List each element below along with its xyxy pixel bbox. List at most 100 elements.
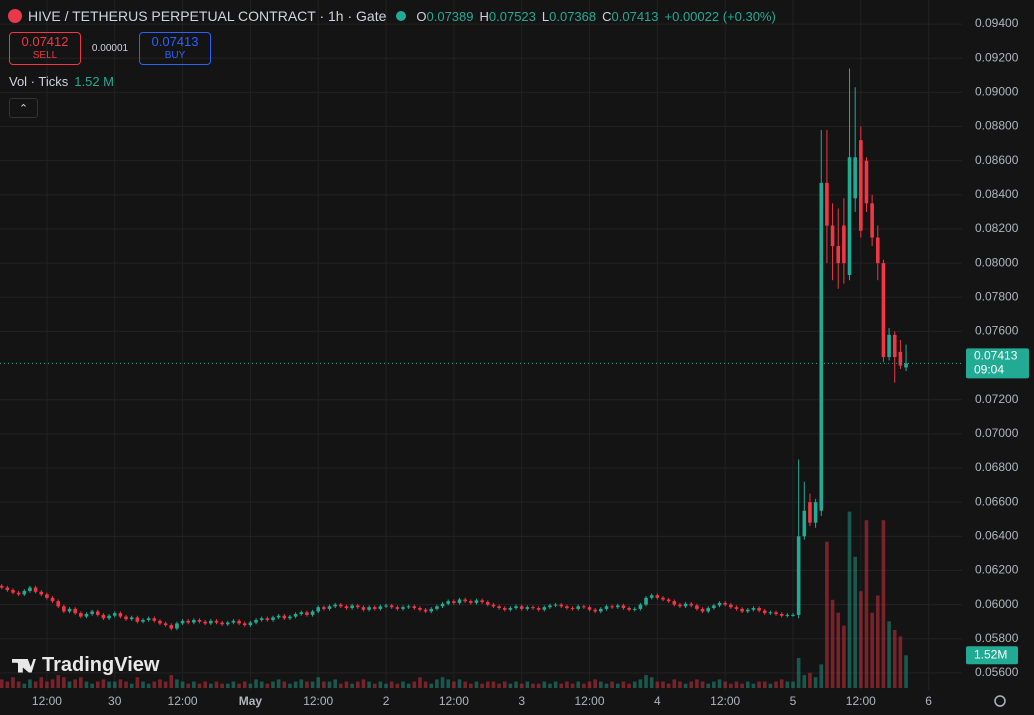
volume-tag xyxy=(966,646,1018,665)
volume-bar xyxy=(864,520,869,688)
volume-bar xyxy=(361,679,366,688)
candle-body xyxy=(474,600,479,603)
volume-bar xyxy=(423,681,428,688)
candle-body xyxy=(779,614,784,616)
candle-body xyxy=(678,604,682,607)
volume-bar xyxy=(95,681,100,688)
y-tick-label: 0.05800 xyxy=(975,631,1019,645)
candle-body xyxy=(186,620,191,623)
ohlc-key: L xyxy=(541,8,550,24)
volume-bar xyxy=(435,679,439,688)
settings-button[interactable] xyxy=(994,695,1006,707)
candle-body xyxy=(412,606,417,609)
last-price-label: 0.07413 xyxy=(974,349,1018,363)
candle-body xyxy=(604,606,609,609)
candle-body xyxy=(276,615,281,618)
candle-body xyxy=(745,609,750,612)
volume-bar xyxy=(175,679,179,688)
volume-bar xyxy=(276,679,281,688)
candle-body xyxy=(175,623,179,629)
volume-bar xyxy=(480,683,484,688)
candle-body xyxy=(751,608,756,610)
buy-price: 0.07413 xyxy=(151,33,199,49)
candle-body xyxy=(418,608,422,610)
volume-bar xyxy=(39,677,44,688)
x-tick-label: 4 xyxy=(654,694,661,708)
candle-body xyxy=(655,595,660,598)
candle-body xyxy=(485,602,490,605)
candle-body xyxy=(808,502,812,523)
candle-body xyxy=(502,608,507,610)
volume-name: Vol · Ticks xyxy=(9,74,69,89)
volume-bar xyxy=(678,681,682,688)
candle-body xyxy=(525,607,530,609)
volume-bar xyxy=(610,681,614,688)
x-tick-label: 6 xyxy=(925,694,932,708)
candle-body xyxy=(463,599,467,602)
collapse-button[interactable]: ⌃ xyxy=(9,98,38,118)
candle-body xyxy=(293,614,298,617)
logo: TradingView xyxy=(12,654,159,677)
candle-body xyxy=(146,618,151,620)
candle-body xyxy=(457,599,462,603)
candle-body xyxy=(576,606,581,609)
volume-bar xyxy=(412,681,417,688)
volume-bar xyxy=(497,683,501,688)
candle-body xyxy=(446,601,451,604)
volume-bar xyxy=(28,679,32,688)
volume-bar xyxy=(768,683,773,688)
volume-bar xyxy=(237,683,241,688)
volume-bar xyxy=(22,683,27,688)
candle-body xyxy=(242,623,247,626)
candle-body xyxy=(282,615,287,619)
volume-bar xyxy=(582,683,586,688)
volume-bar xyxy=(796,657,801,688)
candle-body xyxy=(491,604,496,607)
volume-bar xyxy=(576,681,581,688)
buy-label: BUY xyxy=(164,49,186,61)
candle-body xyxy=(107,615,111,619)
candle-body xyxy=(423,609,428,612)
candle-body xyxy=(322,607,326,609)
volume-bar xyxy=(440,677,445,688)
candle-body xyxy=(644,597,648,605)
volume-bar xyxy=(344,681,349,688)
candle-body xyxy=(0,585,4,588)
candle-body xyxy=(802,510,807,537)
volume-bar xyxy=(802,675,807,688)
candle-body xyxy=(248,622,253,626)
volume-bar xyxy=(299,679,304,688)
candle-body xyxy=(898,351,903,366)
candle-body xyxy=(5,587,10,591)
candle-body xyxy=(135,617,140,622)
candle-body xyxy=(740,608,744,612)
sell-label: SELL xyxy=(32,49,58,61)
sell-button[interactable]: 0.07412 SELL xyxy=(9,32,81,65)
candle-body xyxy=(508,608,513,610)
candle-body xyxy=(559,604,564,607)
volume-bar xyxy=(519,683,524,688)
candle-body xyxy=(610,606,614,608)
y-tick-label: 0.08400 xyxy=(975,187,1019,201)
volume-bar xyxy=(655,681,660,688)
x-tick-label: 12:00 xyxy=(439,694,469,708)
candle-body xyxy=(45,594,49,598)
candle-body xyxy=(762,610,767,614)
candle-body xyxy=(372,607,377,609)
x-tick-label: 12:00 xyxy=(168,694,198,708)
volume-bar xyxy=(50,679,55,688)
candle-body xyxy=(661,597,665,600)
volume-bar xyxy=(355,681,360,688)
candle-body xyxy=(881,263,886,358)
candle-body xyxy=(192,619,196,623)
candle-body xyxy=(904,363,908,368)
volume-bar xyxy=(214,681,219,688)
candle-body xyxy=(384,605,388,607)
volume-bar xyxy=(56,675,61,688)
candle-body xyxy=(220,622,224,625)
candle-body xyxy=(197,619,202,622)
buy-button[interactable]: 0.07413 BUY xyxy=(139,32,211,65)
volume-bar xyxy=(327,681,332,688)
candle-body xyxy=(406,606,411,608)
ohlc-key: C xyxy=(602,8,612,24)
